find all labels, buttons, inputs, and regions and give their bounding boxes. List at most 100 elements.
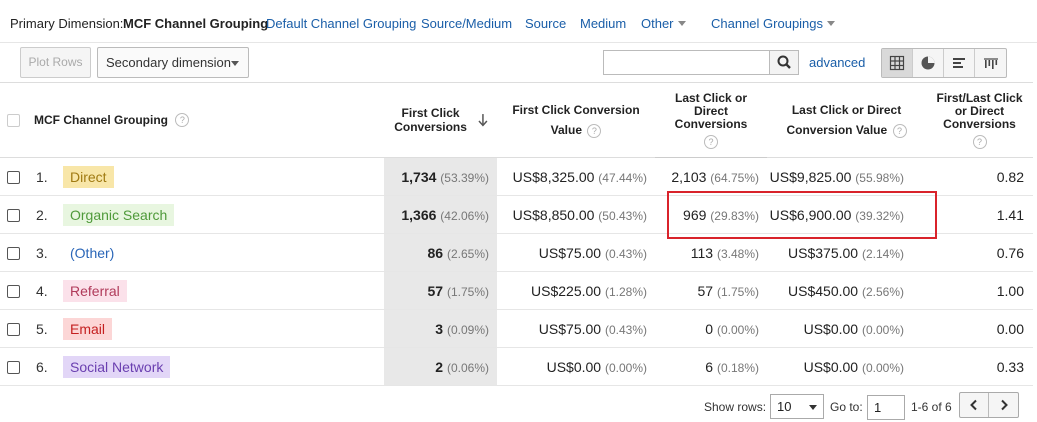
first-click-value-percent: (1.28%) xyxy=(604,284,647,299)
secondary-dimension-dropdown[interactable]: Secondary dimension xyxy=(97,47,249,78)
last-click-conversions-percent: (3.48%) xyxy=(716,246,759,261)
channel-label[interactable]: Email xyxy=(63,317,113,340)
header-last-click-conversion-value[interactable]: Last Click or Direct Conversion Value ? xyxy=(767,82,926,158)
header-mcf-channel-grouping[interactable]: MCF Channel Grouping ? xyxy=(26,82,384,158)
header-label: Last Click or Direct Conversions xyxy=(674,90,748,131)
channel-label[interactable]: Organic Search xyxy=(63,203,175,226)
dimension-link-source[interactable]: Source xyxy=(525,16,567,31)
channel-label[interactable]: Direct xyxy=(63,165,114,188)
row-index: 4. xyxy=(36,282,48,299)
first-click-conversions-percent: (0.06%) xyxy=(446,360,489,375)
row-checkbox[interactable] xyxy=(6,323,20,337)
first-last-ratio: 1.41 xyxy=(996,206,1024,223)
row-checkbox[interactable] xyxy=(6,247,20,261)
last-click-value: US$0.00 xyxy=(803,358,859,375)
primary-dimension-current: MCF Channel Grouping xyxy=(123,16,269,31)
first-click-value: US$75.00 xyxy=(538,320,602,337)
pie-chart-icon xyxy=(921,56,935,70)
first-click-value-percent: (0.00%) xyxy=(604,360,647,375)
last-click-conversions-percent: (64.75%) xyxy=(710,170,759,185)
last-click-conversions-value: 0 xyxy=(705,320,714,337)
first-click-conversions-percent: (53.39%) xyxy=(440,170,489,185)
help-icon[interactable]: ? xyxy=(175,113,190,128)
help-icon[interactable]: ? xyxy=(587,123,602,138)
table-footer: Show rows: 10 Go to: 1 1-6 of 6 xyxy=(0,386,1037,422)
last-click-conversions-value: 2,103 xyxy=(671,168,707,185)
row-checkbox[interactable] xyxy=(6,209,20,223)
first-click-conversions-value: 3 xyxy=(435,320,444,337)
comparison-icon xyxy=(983,58,998,69)
previous-page-button[interactable] xyxy=(960,393,990,417)
table-row: 4. Referral 57 (1.75%) US$225.00 (1.28%) 57 … xyxy=(0,271,1033,310)
table-search-input[interactable] xyxy=(603,50,770,75)
table-toolbar: Plot Rows Secondary dimension advanced xyxy=(0,42,1037,82)
help-icon[interactable]: ? xyxy=(972,134,987,149)
table-row: 2. Organic Search 1,366 (42.06%) US$8,850.0… xyxy=(0,195,1033,234)
first-click-value: US$75.00 xyxy=(538,244,602,261)
dimension-dropdown-other[interactable]: Other xyxy=(641,16,686,31)
table-view-button[interactable] xyxy=(882,49,913,77)
table-row: 6. Social Network 2 (0.06%) US$0.00 (0.00%)… xyxy=(0,347,1033,386)
row-checkbox[interactable] xyxy=(6,285,20,299)
bar-list-icon xyxy=(953,58,965,68)
performance-view-button[interactable] xyxy=(944,49,975,77)
select-all-checkbox[interactable] xyxy=(6,114,20,128)
row-index: 6. xyxy=(36,358,48,375)
first-click-value-percent: (50.43%) xyxy=(598,208,647,223)
header-last-click-conversions[interactable]: Last Click or Direct Conversions ? xyxy=(655,82,767,158)
first-click-conversions-value: 1,734 xyxy=(401,168,437,185)
first-click-value: US$8,325.00 xyxy=(512,168,595,185)
goto-page-input[interactable]: 1 xyxy=(867,395,905,420)
first-last-ratio: 1.00 xyxy=(996,282,1024,299)
chevron-right-icon xyxy=(1000,399,1008,411)
other-label: Other xyxy=(641,16,674,31)
first-click-value-percent: (0.43%) xyxy=(604,246,647,261)
show-rows-select[interactable]: 10 xyxy=(770,394,824,419)
table-row: 3. (Other) 86 (2.65%) US$75.00 (0.43%) 113 (… xyxy=(0,233,1033,272)
dimension-link-medium[interactable]: Medium xyxy=(580,16,627,31)
last-click-value: US$375.00 xyxy=(788,244,859,261)
last-click-conversions-value: 113 xyxy=(690,244,714,261)
row-checkbox[interactable] xyxy=(6,361,20,375)
row-index: 2. xyxy=(36,206,48,223)
first-last-ratio: 0.76 xyxy=(996,244,1024,261)
table-row: 5. Email 3 (0.09%) US$75.00 (0.43%) 0 (0.00%… xyxy=(0,309,1033,348)
first-click-conversions-percent: (0.09%) xyxy=(446,322,489,337)
goto-label: Go to: xyxy=(830,400,863,414)
header-first-click-conversion-value[interactable]: First Click Conversion Value ? xyxy=(497,82,655,158)
first-click-value: US$0.00 xyxy=(546,358,602,375)
pie-view-button[interactable] xyxy=(913,49,944,77)
help-icon[interactable]: ? xyxy=(704,134,718,149)
channel-label[interactable]: (Other) xyxy=(63,241,122,264)
chevron-down-icon xyxy=(809,405,817,410)
header-first-click-conversions[interactable]: First Click Conversions xyxy=(384,82,497,158)
show-rows-value: 10 xyxy=(777,399,792,414)
channel-label[interactable]: Referral xyxy=(63,279,127,302)
table-header-row: MCF Channel Grouping ? First Click Conve… xyxy=(0,82,1033,158)
first-click-conversions-value: 2 xyxy=(435,358,444,375)
dimension-dropdown-channel-groupings[interactable]: Channel Groupings xyxy=(711,16,836,31)
first-click-conversions-value: 57 xyxy=(427,282,444,299)
sort-arrow-down-icon xyxy=(478,114,488,127)
row-index: 5. xyxy=(36,320,48,337)
header-first-last-ratio[interactable]: First/Last Click or Direct Conversions ? xyxy=(926,82,1033,158)
channel-label[interactable]: Social Network xyxy=(63,355,171,378)
search-button[interactable] xyxy=(769,50,799,75)
row-checkbox[interactable] xyxy=(6,171,20,185)
header-label: First Click Conversions xyxy=(394,106,467,134)
chevron-left-icon xyxy=(970,399,977,411)
grid-icon xyxy=(889,55,905,71)
plot-rows-button[interactable]: Plot Rows xyxy=(20,47,91,78)
primary-dimension-bar: Primary Dimension: MCF Channel Grouping … xyxy=(0,0,1037,42)
advanced-filter-link[interactable]: advanced xyxy=(809,55,866,70)
last-click-conversions-value: 57 xyxy=(697,282,714,299)
next-page-button[interactable] xyxy=(989,393,1018,417)
comparison-view-button[interactable] xyxy=(975,49,1006,77)
dimension-link-source-medium[interactable]: Source/Medium xyxy=(421,16,513,31)
dimension-link-default-channel-grouping[interactable]: Default Channel Grouping xyxy=(266,16,417,31)
help-icon[interactable]: ? xyxy=(892,123,907,138)
row-index: 1. xyxy=(36,168,48,185)
channel-groupings-label: Channel Groupings xyxy=(711,16,824,31)
data-table: MCF Channel Grouping ? First Click Conve… xyxy=(0,82,1033,386)
last-click-value-percent: (55.98%) xyxy=(855,170,904,185)
